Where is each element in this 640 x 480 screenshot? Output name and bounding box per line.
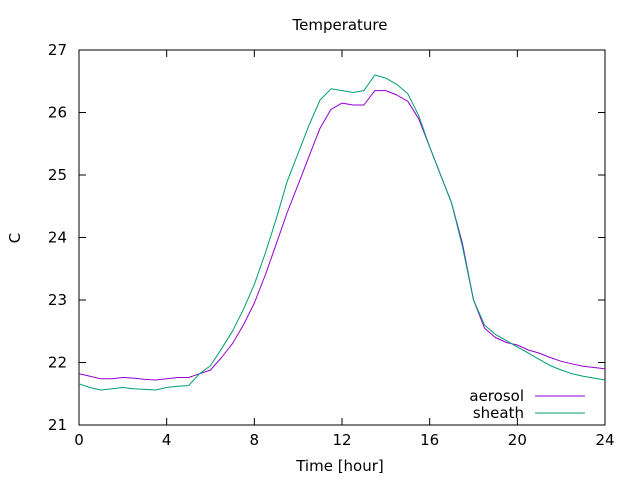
series-lines [78, 74, 606, 391]
legend-label-sheath: sheath [473, 404, 524, 422]
x-tick-label: 8 [250, 431, 260, 449]
x-tick-label: 12 [332, 431, 351, 449]
chart-title: Temperature [291, 16, 387, 34]
plot-frame [78, 49, 606, 426]
y-tick-label: 24 [48, 229, 67, 247]
y-axis-label: C [6, 233, 24, 243]
y-tick-label: 21 [48, 416, 67, 434]
y-tick-label: 23 [48, 291, 67, 309]
y-tick-label: 25 [48, 166, 67, 184]
axis-ticks: 0 4 8 12 16 20 24 21 22 23 24 25 26 27 [48, 41, 615, 449]
series-line-aerosol [78, 90, 606, 381]
y-tick-label: 26 [48, 104, 67, 122]
x-tick-label: 4 [162, 431, 172, 449]
x-tick-label: 20 [508, 431, 527, 449]
y-tick-label: 27 [48, 41, 67, 59]
series-line-sheath [78, 74, 606, 391]
legend-label-aerosol: aerosol [469, 387, 524, 405]
x-axis-label: Time [hour] [295, 457, 384, 475]
x-tick-label: 0 [74, 431, 84, 449]
x-tick-label: 16 [420, 431, 439, 449]
y-tick-label: 22 [48, 354, 67, 372]
x-tick-label: 24 [595, 431, 614, 449]
